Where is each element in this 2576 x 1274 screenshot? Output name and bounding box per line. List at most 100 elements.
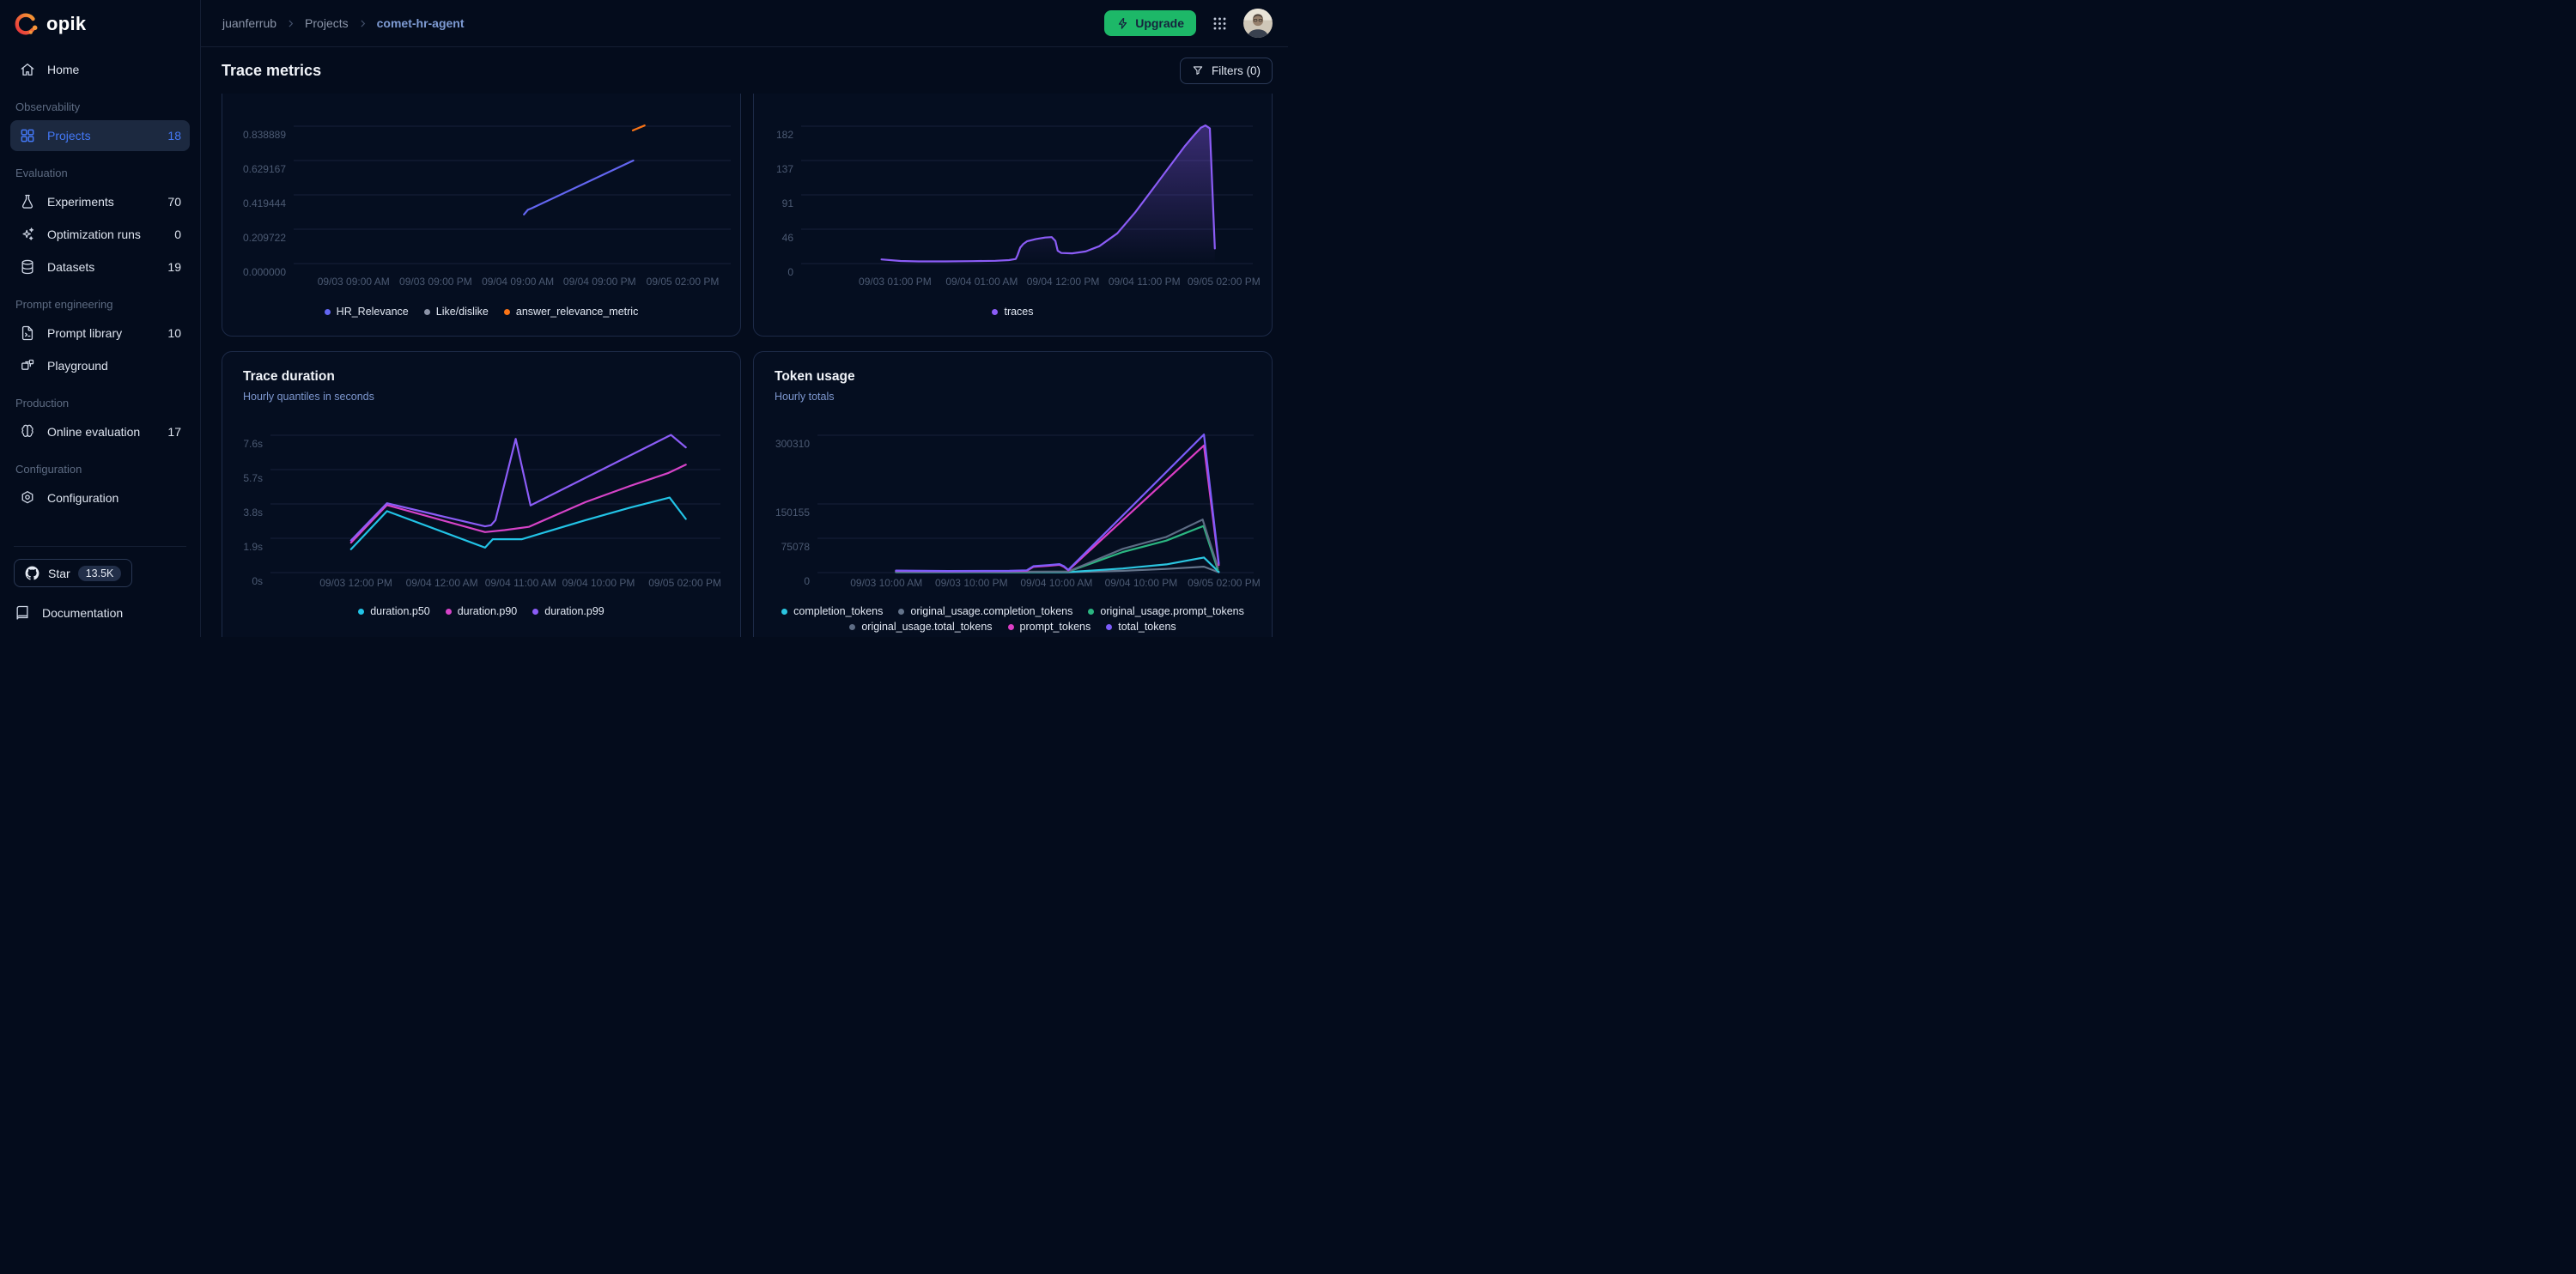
svg-text:5.7s: 5.7s bbox=[243, 472, 263, 484]
card-head: Token usage Hourly totals bbox=[754, 352, 1272, 403]
svg-text:0.209722: 0.209722 bbox=[243, 232, 286, 244]
legend-label: traces bbox=[1004, 306, 1034, 318]
legend-item[interactable]: duration.p99 bbox=[532, 605, 605, 617]
breadcrumb-projects[interactable]: Projects bbox=[305, 16, 349, 30]
sidebar-nav: Home Observability Projects 18 Evaluation Exp… bbox=[0, 47, 200, 546]
sidebar-item-count: 10 bbox=[167, 326, 181, 340]
file-code-icon bbox=[19, 325, 36, 342]
svg-text:09/03 10:00 PM: 09/03 10:00 PM bbox=[935, 577, 1008, 589]
filters-button[interactable]: Filters (0) bbox=[1180, 57, 1273, 84]
svg-text:09/04 12:00 PM: 09/04 12:00 PM bbox=[1027, 276, 1100, 288]
svg-text:09/03 10:00 AM: 09/03 10:00 AM bbox=[850, 577, 922, 589]
legend-item[interactable]: original_usage.completion_tokens bbox=[898, 605, 1072, 617]
legend-item[interactable]: prompt_tokens bbox=[1007, 621, 1091, 633]
sidebar-item-documentation[interactable]: Documentation bbox=[14, 598, 186, 628]
svg-text:09/04 09:00 AM: 09/04 09:00 AM bbox=[482, 276, 554, 288]
sidebar-item-playground[interactable]: Playground bbox=[10, 350, 190, 381]
lightning-icon bbox=[1116, 17, 1129, 30]
svg-text:0.000000: 0.000000 bbox=[243, 266, 286, 278]
legend-dot-icon bbox=[532, 608, 539, 615]
trace-duration-card: Trace duration Hourly quantiles in secon… bbox=[222, 351, 741, 637]
user-avatar[interactable] bbox=[1243, 9, 1273, 38]
legend-dot-icon bbox=[503, 308, 510, 315]
svg-text:0: 0 bbox=[804, 575, 810, 587]
svg-text:3.8s: 3.8s bbox=[243, 507, 263, 519]
feedback-scores-legend: HR_Relevance Like/dislike answer_relevance… bbox=[222, 306, 740, 318]
sidebar-section-label: Configuration bbox=[15, 463, 82, 476]
legend-dot-icon bbox=[423, 308, 430, 315]
legend-item[interactable]: total_tokens bbox=[1106, 621, 1176, 633]
sidebar-item-label: Projects bbox=[47, 129, 91, 143]
legend-label: prompt_tokens bbox=[1019, 621, 1091, 633]
page-title: Trace metrics bbox=[222, 61, 322, 79]
legend-dot-icon bbox=[1007, 623, 1014, 630]
svg-text:137: 137 bbox=[776, 163, 793, 175]
sidebar-item-optimization-runs[interactable]: Optimization runs 0 bbox=[10, 219, 190, 250]
svg-text:150155: 150155 bbox=[775, 507, 810, 519]
sidebar-item-count: 19 bbox=[167, 260, 181, 274]
legend-item[interactable]: duration.p50 bbox=[358, 605, 430, 617]
legend-label: original_usage.total_tokens bbox=[861, 621, 993, 633]
breadcrumb-current-project[interactable]: comet-hr-agent bbox=[376, 16, 465, 30]
svg-text:09/05 02:00 PM: 09/05 02:00 PM bbox=[1188, 577, 1261, 589]
sidebar-item-count: 17 bbox=[167, 425, 181, 439]
flask-icon bbox=[19, 193, 36, 210]
sidebar-item-home[interactable]: Home bbox=[10, 54, 190, 85]
legend-item[interactable]: original_usage.prompt_tokens bbox=[1088, 605, 1244, 617]
legend-item[interactable]: HR_Relevance bbox=[324, 306, 409, 318]
sidebar-item-label: Configuration bbox=[47, 491, 119, 505]
legend-dot-icon bbox=[1106, 623, 1113, 630]
sidebar-section-label: Observability bbox=[15, 100, 81, 113]
svg-text:09/03 09:00 AM: 09/03 09:00 AM bbox=[318, 276, 390, 288]
legend-dot-icon bbox=[324, 308, 331, 315]
sidebar-item-label: Home bbox=[47, 63, 80, 76]
svg-text:09/04 01:00 AM: 09/04 01:00 AM bbox=[945, 276, 1018, 288]
svg-text:09/04 11:00 PM: 09/04 11:00 PM bbox=[1109, 276, 1181, 288]
topbar: juanferrub Projects comet-hr-agent Upgra… bbox=[201, 0, 1288, 47]
sidebar-item-datasets[interactable]: Datasets 19 bbox=[10, 252, 190, 282]
main-column: juanferrub Projects comet-hr-agent Upgra… bbox=[201, 0, 1288, 637]
trace-duration-chart: 7.6s 5.7s 3.8s 1.9s 0s 09/03 12:00 PM 09/04 12… bbox=[243, 434, 721, 589]
svg-text:09/05 02:00 PM: 09/05 02:00 PM bbox=[647, 276, 720, 288]
breadcrumb-workspace[interactable]: juanferrub bbox=[222, 16, 277, 30]
token-usage-card: Token usage Hourly totals 300310 150155 75… bbox=[753, 351, 1273, 637]
svg-text:09/04 12:00 AM: 09/04 12:00 AM bbox=[406, 577, 478, 589]
sidebar-item-configuration[interactable]: Configuration bbox=[10, 482, 190, 513]
card-subtitle: Hourly quantiles in seconds bbox=[243, 391, 374, 403]
breadcrumb: juanferrub Projects comet-hr-agent bbox=[222, 16, 465, 30]
legend-item[interactable]: answer_relevance_metric bbox=[503, 306, 638, 318]
svg-text:75078: 75078 bbox=[781, 541, 811, 553]
sparkles-icon bbox=[19, 226, 36, 243]
star-label: Star bbox=[48, 566, 70, 580]
sidebar-item-experiments[interactable]: Experiments 70 bbox=[10, 186, 190, 217]
sidebar-item-online-evaluation[interactable]: Online evaluation 17 bbox=[10, 416, 190, 447]
app-logo[interactable]: opik bbox=[0, 0, 200, 47]
legend-label: duration.p99 bbox=[544, 605, 605, 617]
svg-text:09/04 10:00 AM: 09/04 10:00 AM bbox=[1020, 577, 1092, 589]
legend-item[interactable]: duration.p90 bbox=[445, 605, 517, 617]
trace-duration-legend: duration.p50 duration.p90 duration.p99 bbox=[222, 605, 740, 617]
legend-item[interactable]: original_usage.total_tokens bbox=[849, 621, 993, 633]
svg-text:09/04 10:00 PM: 09/04 10:00 PM bbox=[1105, 577, 1178, 589]
legend-item[interactable]: completion_tokens bbox=[781, 605, 883, 617]
token-usage-chart: 300310 150155 75078 0 09/03 10:00 AM 09/03 10… bbox=[775, 434, 1261, 589]
sidebar-section-label: Prompt engineering bbox=[15, 298, 113, 311]
sidebar-item-label: Prompt library bbox=[47, 326, 123, 340]
card-subtitle: Hourly totals bbox=[775, 391, 835, 403]
legend-label: completion_tokens bbox=[793, 605, 884, 617]
github-star-button[interactable]: Star 13.5K bbox=[14, 559, 133, 587]
upgrade-button[interactable]: Upgrade bbox=[1104, 10, 1196, 36]
legend-label: duration.p50 bbox=[370, 605, 430, 617]
apps-grid-icon[interactable] bbox=[1212, 15, 1228, 32]
sidebar-section-label: Production bbox=[15, 397, 70, 410]
sidebar: opik Home Observability Projects 18 Evaluati… bbox=[0, 0, 201, 637]
page-header: Trace metrics Filters (0) bbox=[222, 47, 1273, 94]
legend-item[interactable]: traces bbox=[992, 306, 1034, 318]
svg-text:09/05 02:00 PM: 09/05 02:00 PM bbox=[1188, 276, 1261, 288]
sidebar-item-prompt-library[interactable]: Prompt library 10 bbox=[10, 318, 190, 349]
legend-item[interactable]: Like/dislike bbox=[423, 306, 489, 318]
grid-icon bbox=[19, 127, 36, 144]
sidebar-item-label: Experiments bbox=[47, 195, 114, 209]
sidebar-item-projects[interactable]: Projects 18 bbox=[10, 120, 190, 151]
card-title: Trace duration bbox=[243, 369, 335, 384]
